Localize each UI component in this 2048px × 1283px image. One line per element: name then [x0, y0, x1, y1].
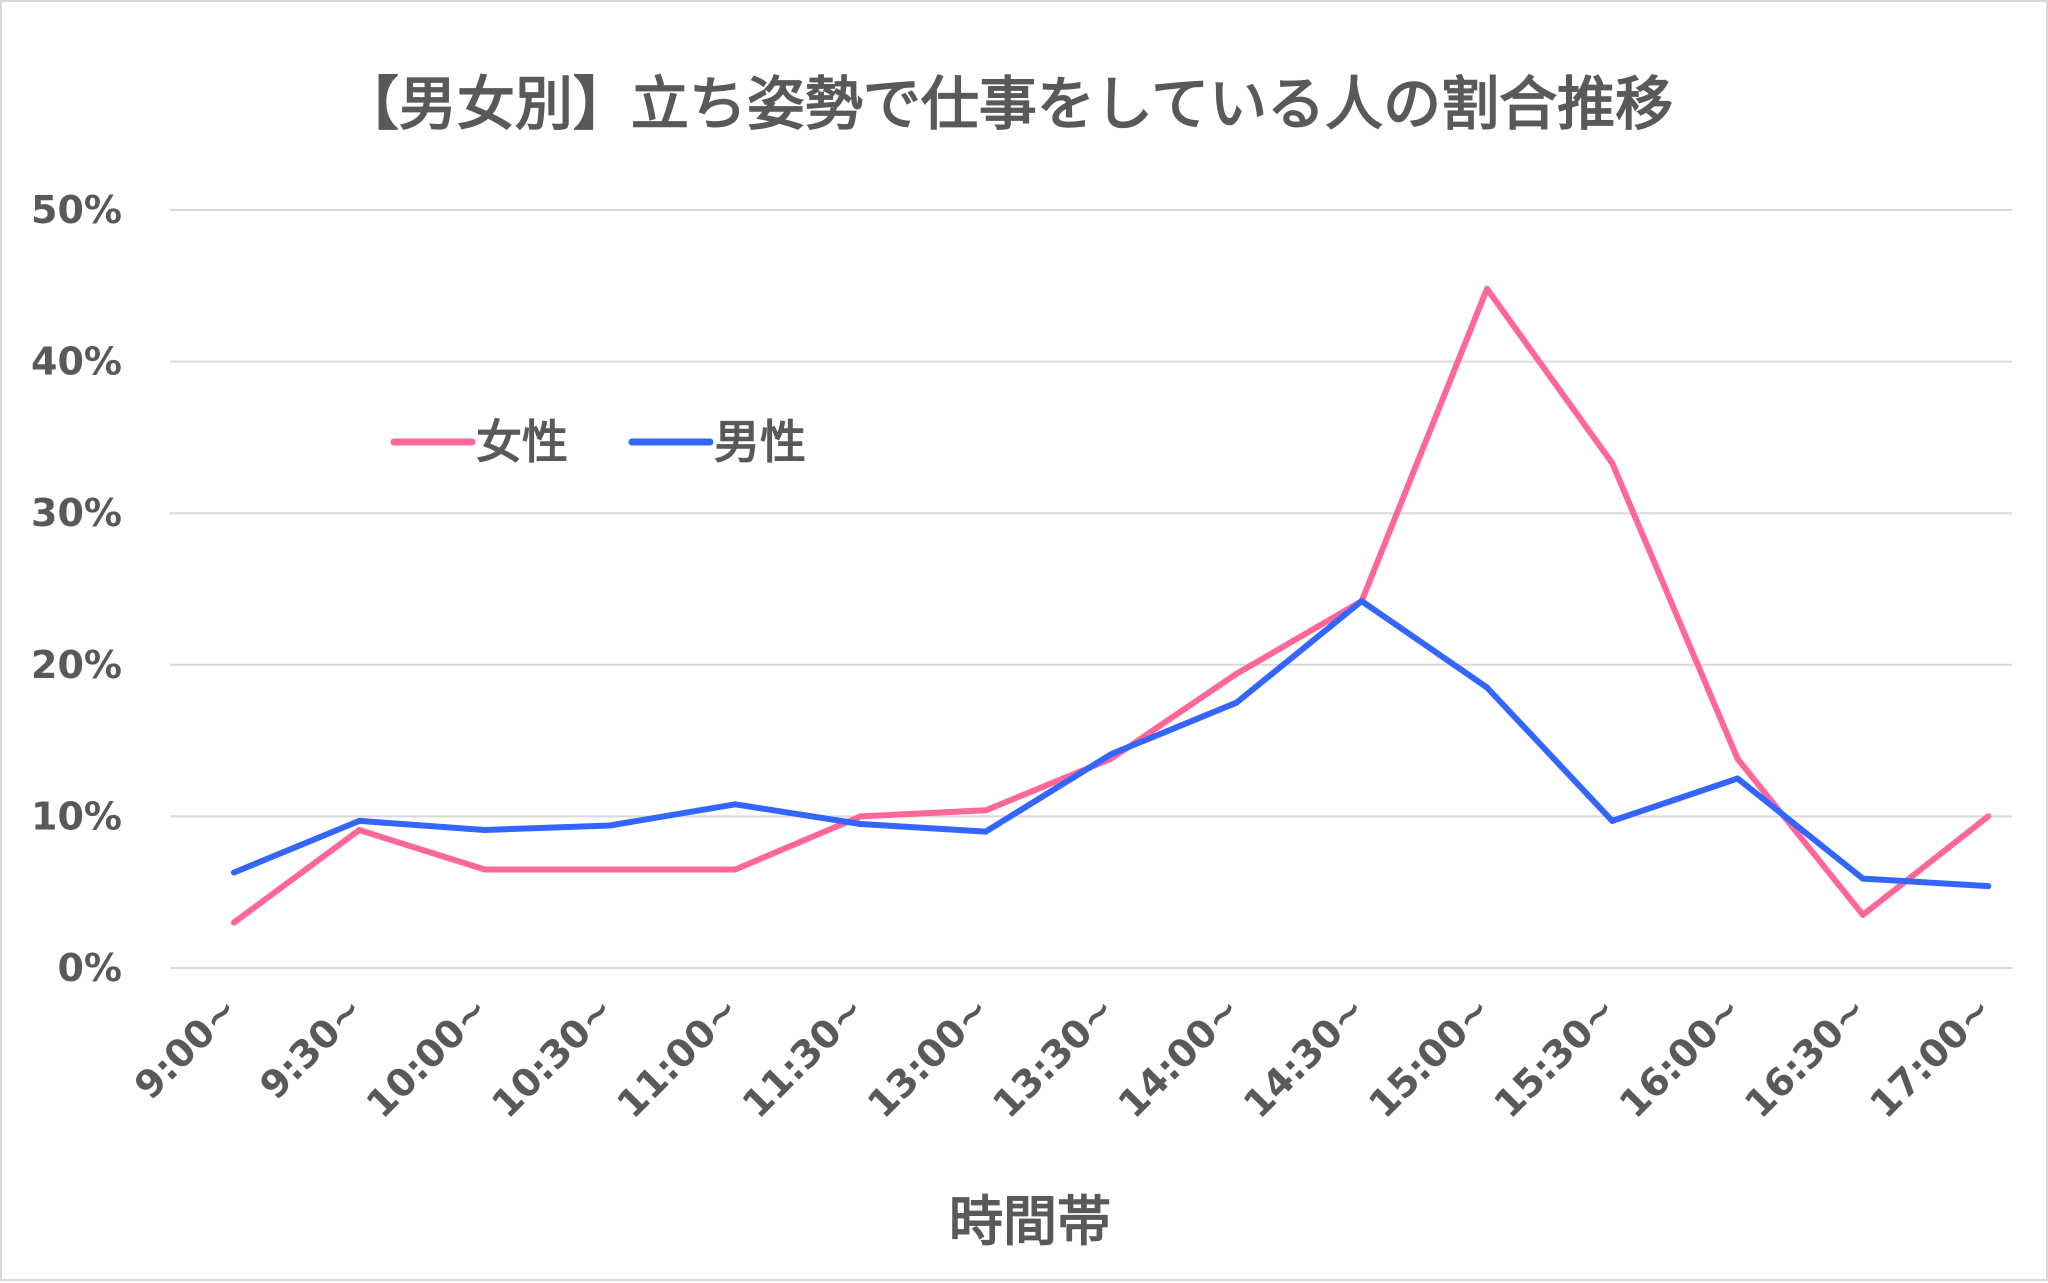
x-tick-label: 13:00~ — [859, 987, 998, 1126]
data-point — [231, 919, 237, 926]
data-point — [1609, 817, 1616, 824]
data-point — [1233, 670, 1240, 677]
data-point — [1484, 285, 1490, 292]
data-point — [732, 866, 739, 873]
legend: 女性 男性 — [390, 415, 806, 469]
y-tick-label: 20% — [31, 643, 122, 687]
data-point — [1859, 875, 1866, 882]
y-tick-label: 50% — [31, 188, 122, 232]
data-point — [982, 828, 989, 835]
x-tick-label: 16:30~ — [1736, 987, 1875, 1126]
data-point — [356, 817, 363, 824]
y-axis-ticks: 0% 10% 20% 30% 40% 50% — [31, 188, 122, 990]
x-tick-label: 14:30~ — [1235, 987, 1374, 1126]
data-point — [1734, 775, 1741, 782]
x-tick-label: 10:30~ — [483, 987, 622, 1126]
x-tick-label: 13:30~ — [984, 987, 1123, 1126]
data-point — [1358, 598, 1365, 605]
x-tick-label: 15:30~ — [1485, 987, 1624, 1126]
legend-label: 男性 — [714, 415, 806, 469]
series-line-1 — [231, 598, 1992, 890]
legend-label: 女性 — [476, 415, 568, 469]
data-point — [481, 866, 488, 873]
y-tick-label: 40% — [31, 340, 122, 384]
data-point — [356, 827, 363, 834]
y-tick-label: 30% — [31, 491, 122, 535]
x-axis-title: 時間帯 — [949, 1190, 1111, 1253]
x-tick-label: 11:00~ — [608, 987, 747, 1126]
data-point — [606, 866, 613, 873]
data-point — [857, 820, 864, 827]
data-point — [1484, 684, 1490, 691]
data-point — [481, 827, 488, 834]
x-tick-label: 14:00~ — [1110, 987, 1249, 1126]
data-point — [1985, 813, 1992, 820]
data-point — [1609, 460, 1616, 467]
data-point — [606, 822, 613, 829]
data-point — [982, 807, 989, 814]
data-point — [732, 801, 739, 808]
x-tick-label: 16:00~ — [1611, 987, 1750, 1126]
x-tick-label: 10:00~ — [358, 987, 497, 1126]
x-tick-label: 9:00~ — [126, 987, 246, 1107]
chart-title: 【男女別】立ち姿勢で仕事をしている人の割合推移 — [341, 70, 1673, 138]
data-point — [857, 813, 864, 820]
data-point — [231, 869, 237, 876]
data-point — [1859, 911, 1866, 918]
x-tick-label: 15:00~ — [1360, 987, 1499, 1126]
data-point — [1985, 883, 1992, 890]
data-point — [1108, 751, 1115, 758]
x-tick-label: 17:00~ — [1861, 987, 2000, 1126]
data-point — [1734, 755, 1741, 762]
x-tick-label: 11:30~ — [734, 987, 873, 1126]
gridlines — [170, 209, 2012, 969]
x-tick-label: 9:30~ — [251, 987, 371, 1107]
series-lines — [231, 285, 1992, 926]
x-axis-ticks: 9:00~ 9:30~10:00~10:30~11:00~11:30~13:00~… — [126, 987, 2001, 1126]
data-point — [1233, 699, 1240, 706]
y-tick-label: 10% — [31, 794, 122, 838]
y-tick-label: 0% — [57, 946, 122, 990]
